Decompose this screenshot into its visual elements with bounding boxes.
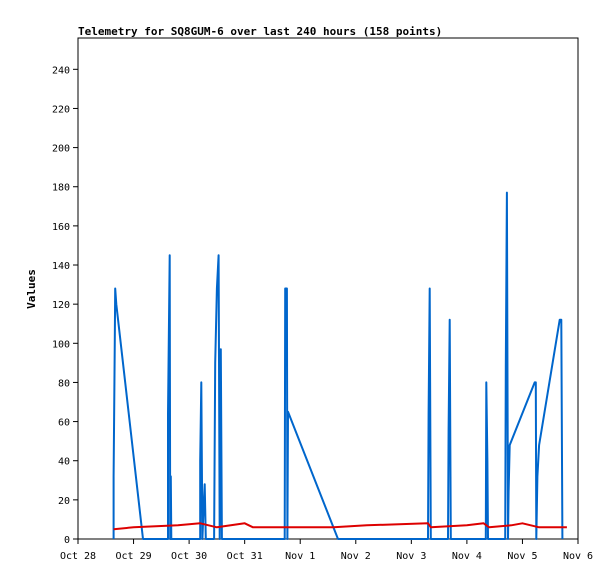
- x-tick-label: Oct 30: [171, 551, 207, 562]
- y-tick-label: 20: [58, 496, 70, 507]
- y-tick-label: 180: [52, 183, 70, 194]
- plot-area-frame: [77, 37, 579, 540]
- y-tick-label: 0: [64, 535, 70, 546]
- series-line-1: [112, 191, 564, 540]
- y-tick-label: 200: [52, 144, 70, 155]
- x-axis: Oct 28 Oct 29 Oct 30 Oct 31 Nov 1 Nov 2 Nov 3 N…: [60, 539, 593, 562]
- y-tick-label: 120: [52, 300, 70, 311]
- y-tick-label: 40: [58, 457, 70, 468]
- x-tick-label: Nov 3: [396, 551, 426, 562]
- x-tick-label: Nov 1: [285, 551, 315, 562]
- y-tick-label: 160: [52, 222, 70, 233]
- x-tick-label: Oct 31: [227, 551, 263, 562]
- x-tick-label: Oct 28: [60, 551, 96, 562]
- y-tick-label: 80: [58, 378, 70, 389]
- y-tick-label: 220: [52, 104, 70, 115]
- x-tick-label: Nov 4: [452, 551, 482, 562]
- series-line-2: [113, 522, 567, 531]
- y-tick-label: 60: [58, 418, 70, 429]
- chart-title: Telemetry for SQ8GUM-6 over last 240 hou…: [78, 25, 442, 38]
- y-axis: 0 20 40 60 80 100 120 140 160 180 200 220 240: [52, 65, 78, 546]
- series-layer: [112, 191, 567, 540]
- y-tick-label: 240: [52, 65, 70, 76]
- y-axis-label: Values: [25, 269, 38, 309]
- y-tick-label: 140: [52, 261, 70, 272]
- x-tick-label: Nov 5: [507, 551, 537, 562]
- x-tick-label: Nov 6: [563, 551, 593, 562]
- x-tick-label: Oct 29: [115, 551, 151, 562]
- x-tick-label: Nov 2: [341, 551, 371, 562]
- y-tick-label: 100: [52, 339, 70, 350]
